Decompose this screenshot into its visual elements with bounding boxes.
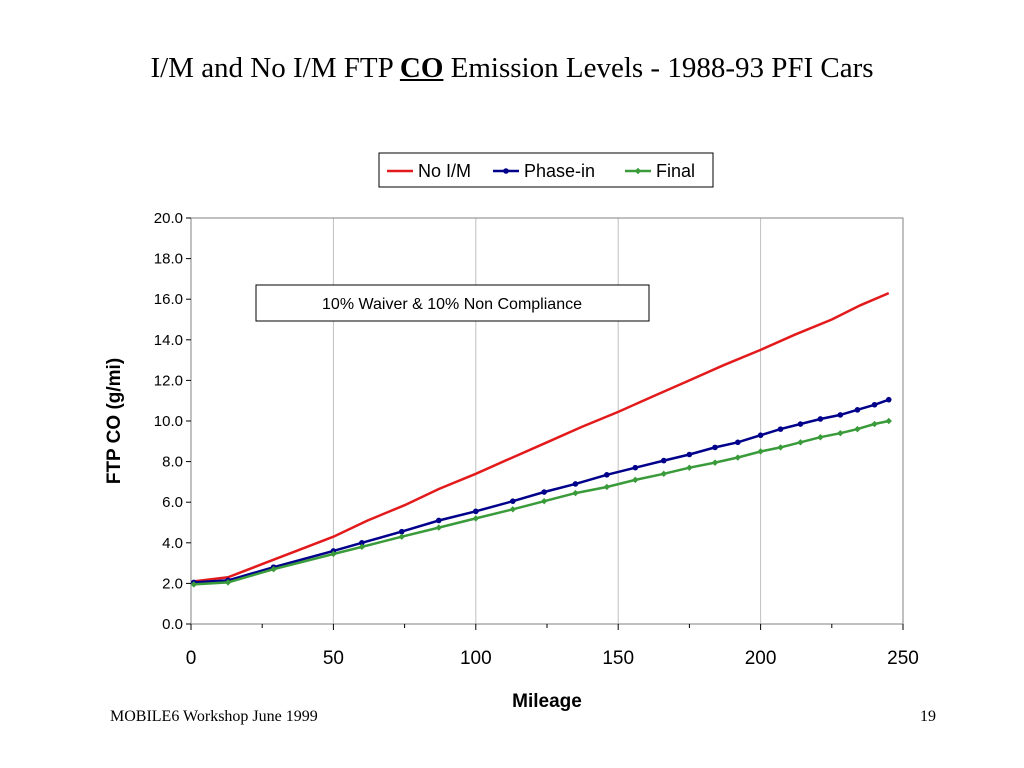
footer-text: MOBILE6 Workshop June 1999: [110, 708, 318, 725]
data-point: [398, 533, 405, 540]
annotation-box: 10% Waiver & 10% Non Compliance: [255, 284, 650, 322]
y-tick-label: 16.0: [154, 291, 183, 308]
legend-item: No I/M: [387, 161, 471, 181]
data-point: [777, 444, 784, 451]
data-point: [711, 459, 719, 466]
x-tick-label: 200: [745, 648, 777, 669]
data-point: [735, 439, 741, 446]
gridlines: [332, 218, 762, 624]
legend-label: Phase-in: [524, 161, 595, 181]
data-point: [686, 464, 693, 471]
y-tick-label: 18.0: [154, 251, 183, 268]
data-point: [797, 421, 804, 427]
slide-title: I/M and No I/M FTP CO Emission Levels - …: [0, 52, 1024, 85]
legend-label: Final: [656, 161, 695, 181]
data-point: [757, 448, 764, 455]
data-point: [603, 483, 611, 491]
legend-item: Final: [625, 161, 695, 181]
data-point: [817, 416, 824, 422]
data-point: [837, 429, 844, 437]
data-point: [190, 581, 198, 588]
data-point: [435, 517, 442, 524]
data-point: [632, 464, 639, 471]
series-phase-in: [191, 396, 892, 586]
x-axis: 0 50 100 150 200 250: [186, 624, 919, 669]
data-point: [837, 412, 844, 418]
series-no-i-m: [193, 291, 890, 583]
legend-label: No I/M: [418, 161, 471, 181]
title-part2: Emission Levels - 1988-93 PFI Cars: [443, 52, 874, 84]
data-point: [572, 489, 579, 497]
data-point: [686, 451, 693, 458]
data-point: [330, 550, 337, 558]
y-tick-label: 2.0: [162, 575, 183, 592]
data-point: [224, 579, 232, 586]
data-point: [540, 497, 548, 505]
data-point: [473, 508, 479, 515]
title-emphasis: CO: [399, 52, 444, 84]
legend-marker: [503, 168, 509, 174]
data-point: [541, 489, 547, 495]
y-axis-label: FTP CO (g/mi): [104, 358, 125, 484]
data-point: [510, 498, 516, 504]
data-point: [854, 425, 861, 433]
series-final: [190, 417, 892, 588]
data-point: [398, 528, 405, 535]
data-point: [734, 454, 742, 461]
y-tick-label: 8.0: [162, 454, 183, 471]
x-tick-label: 250: [887, 648, 919, 669]
series-layer: [190, 291, 892, 588]
y-tick-label: 14.0: [154, 332, 183, 349]
data-point: [359, 540, 365, 546]
y-tick-label: 4.0: [162, 535, 183, 552]
legend-item: Phase-in: [493, 161, 595, 181]
data-point: [572, 481, 579, 487]
x-tick-label: 100: [460, 648, 492, 669]
data-point: [270, 565, 277, 573]
series-line: [193, 398, 890, 584]
y-tick-label: 10.0: [154, 413, 183, 430]
data-point: [854, 407, 861, 413]
x-tick-label: 150: [602, 648, 634, 669]
annotation-text: 10% Waiver & 10% Non Compliance: [322, 296, 582, 313]
data-point: [632, 476, 639, 484]
x-tick-label: 50: [323, 648, 344, 669]
data-point: [712, 444, 718, 451]
x-tick-label: 0: [186, 648, 197, 669]
y-tick-label: 12.0: [154, 372, 183, 389]
title-part1: I/M and No I/M FTP: [150, 52, 400, 84]
y-tick-label: 6.0: [162, 494, 183, 511]
data-point: [797, 439, 804, 446]
legend-marker: [634, 167, 642, 175]
y-tick-label: 20.0: [154, 210, 183, 227]
data-point: [817, 434, 824, 441]
data-point: [885, 396, 892, 403]
y-tick-label: 0.0: [162, 616, 183, 633]
y-axis: 0.0 2.0 4.0 6.0 8.0 10.0 12.0 14.0 16.0 18.0 20.0: [154, 210, 191, 633]
data-point: [604, 471, 610, 478]
data-point: [885, 417, 892, 425]
data-point: [472, 515, 479, 522]
data-point: [871, 420, 878, 428]
data-point: [757, 432, 764, 439]
data-point: [871, 401, 878, 408]
x-axis-label: Mileage: [512, 691, 582, 712]
data-point: [358, 543, 366, 551]
data-point: [435, 524, 442, 531]
data-point: [660, 470, 667, 477]
data-point: [660, 457, 667, 464]
data-point: [777, 426, 784, 432]
series-line: [193, 291, 890, 583]
page-number: 19: [920, 708, 936, 725]
data-point: [509, 506, 517, 513]
legend: No I/M Phase-in Final: [378, 152, 714, 188]
